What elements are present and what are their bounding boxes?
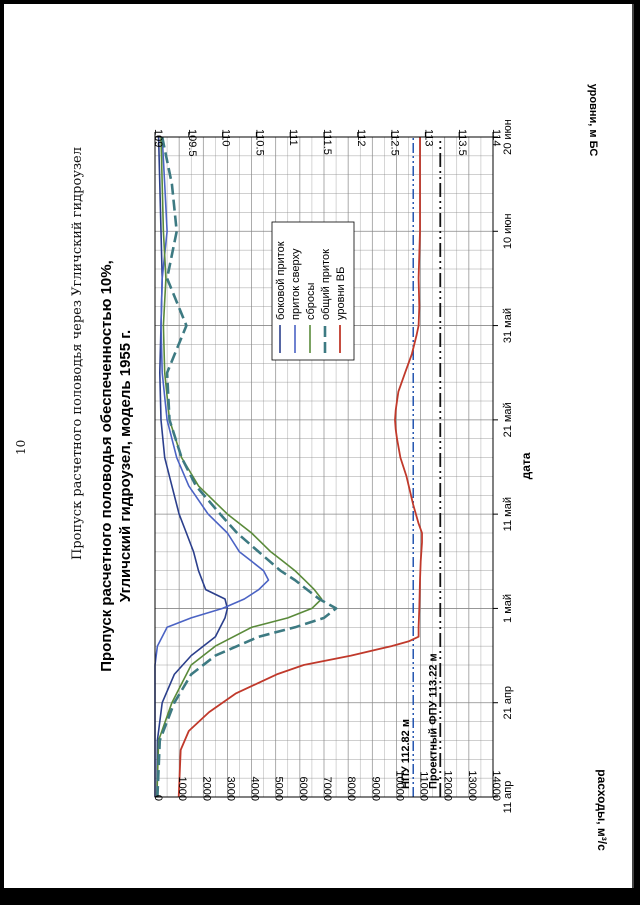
y-tick-label: 5000 [273, 777, 285, 801]
series-line [156, 136, 229, 798]
x-tick-label: 11 май [502, 497, 514, 531]
y2-tick-label: 109.5 [186, 129, 198, 157]
x-tick-label: 21 май [502, 402, 514, 437]
legend: боковой приток приток сверху сбросы общий п… [271, 221, 355, 361]
y-tick-label: 9000 [369, 777, 381, 801]
data-series [154, 136, 423, 798]
x-tick-label: 21 апр [502, 686, 514, 719]
series-line [177, 137, 423, 798]
y-tick-label: 8000 [345, 777, 357, 801]
y2-axis-ticks: 109 109.5 110 110.5 111 111.5 112 112.5 113 113.5… [152, 129, 502, 157]
y2-tick-label: 112 [355, 129, 367, 147]
y-axis-label: расходы, м³/с [595, 769, 609, 851]
legend-label: уровни ВБ [335, 267, 347, 320]
chart-title: Пропуск расчетного половодья обеспеченно… [98, 260, 115, 672]
series-line [154, 136, 270, 797]
y2-tick-label: 111 [287, 129, 299, 146]
legend-box [271, 221, 355, 361]
y2-tick-label: 114 [490, 129, 502, 147]
y-tick-label: 11000 [418, 771, 430, 801]
chart-rotated-group: Пропуск расчетного половодья обеспеченно… [98, 84, 609, 851]
y-tick-label: 4000 [249, 777, 261, 801]
y2-tick-label: 112.5 [389, 129, 401, 156]
paper-page [4, 4, 634, 888]
x-tick-label: 1 май [502, 594, 514, 623]
y-tick-label: 6000 [297, 777, 309, 801]
y2-tick-label: 110 [220, 129, 232, 147]
y-tick-label: 13000 [466, 770, 478, 801]
x-tick-label: 31 май [502, 308, 514, 343]
y-tick-label: 0 [152, 795, 164, 801]
x-tick-label: 20 июн [502, 119, 514, 155]
legend-label: сбросы [305, 282, 317, 320]
legend-label: боковой приток [275, 241, 287, 320]
y2-tick-label: 113 [422, 129, 434, 147]
x-axis-ticks: 11 апр 21 апр 1 май 11 май 21 май 31 май 10 ию… [493, 119, 514, 813]
y2-tick-label: 109 [152, 129, 164, 147]
y-axis-ticks: 0 1000 2000 3000 4000 5000 6000 7000 8000 9000 100… [152, 770, 502, 801]
legend-label: приток сверху [290, 248, 302, 320]
y2-tick-label: 111.5 [321, 129, 333, 155]
y2-axis-label: уровни, м БС [587, 84, 599, 157]
x-tick-label: 10 июн [502, 213, 514, 249]
x-axis-label: дата [519, 452, 533, 479]
y-tick-label: 2000 [200, 777, 212, 801]
y-tick-label: 1000 [176, 777, 188, 801]
reference-line-label: Проектный ФПУ 113.22 м [427, 653, 439, 789]
y-tick-label: 7000 [321, 777, 333, 801]
reference-line-label: НПУ 112.82 м [400, 719, 412, 789]
chart-subtitle: Угличский гидроузел, модель 1955 г. [117, 330, 134, 602]
series-line [156, 136, 323, 798]
legend-label: общий приток [320, 249, 332, 320]
x-tick-label: 11 апр [502, 781, 514, 814]
y-tick-label: 10000 [393, 770, 405, 801]
y-tick-label: 12000 [442, 770, 454, 801]
y2-tick-label: 110.5 [253, 129, 265, 156]
y-tick-label: 14000 [490, 770, 502, 801]
y-tick-label: 3000 [224, 777, 236, 801]
series-line [156, 136, 338, 798]
y2-tick-label: 113.5 [456, 129, 468, 156]
reference-lines: Проектный ФПУ 113.22 м НПУ 112.82 м [400, 137, 442, 797]
